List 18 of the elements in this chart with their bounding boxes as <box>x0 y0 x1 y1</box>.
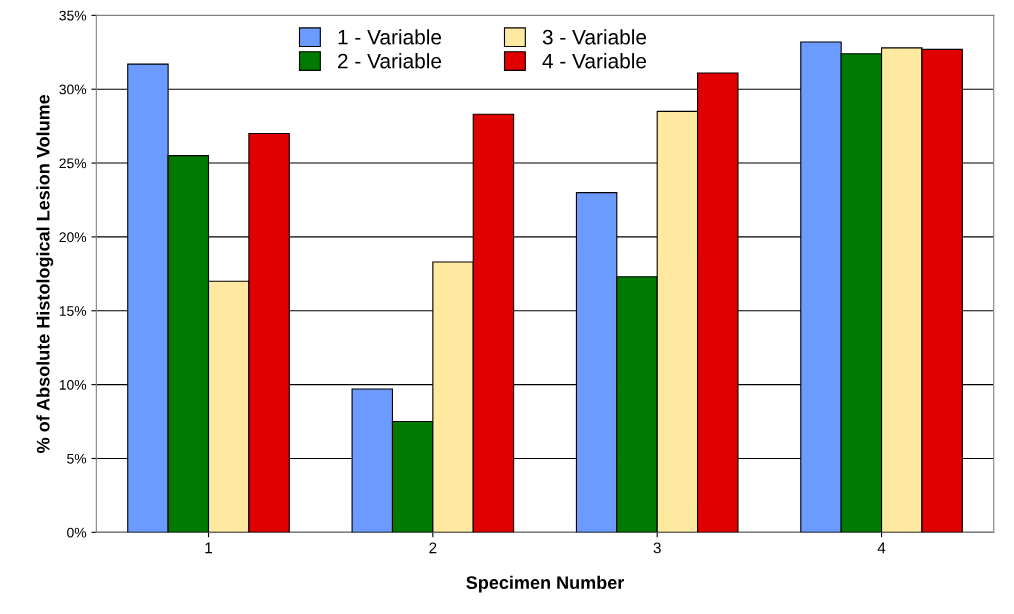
y-axis-title: % of Absolute Histological Lesion Volume <box>36 94 54 453</box>
x-tick-label: 1 <box>205 542 213 554</box>
y-tick-label: 10% <box>59 379 87 390</box>
legend-label: 1 - Variable <box>338 29 442 45</box>
y-tick-label: 15% <box>59 306 87 316</box>
x-tick-label: 2 <box>429 542 437 554</box>
y-tick-label: 35% <box>59 10 87 21</box>
x-tick-label: 4 <box>877 542 886 554</box>
y-tick-label: 20% <box>59 232 87 243</box>
legend-label: 2 - Variable <box>338 53 442 69</box>
y-tick-label: 5% <box>67 453 87 464</box>
x-axis-title: Specimen Number <box>466 575 625 593</box>
legend-label: 3 - Variable <box>542 29 647 45</box>
y-tick-label: 0% <box>67 527 87 538</box>
x-tick-label: 3 <box>653 542 661 554</box>
y-tick-label: 25% <box>59 158 87 169</box>
legend-label: 4 - Variable <box>542 53 647 69</box>
y-tick-label: 30% <box>59 84 87 95</box>
